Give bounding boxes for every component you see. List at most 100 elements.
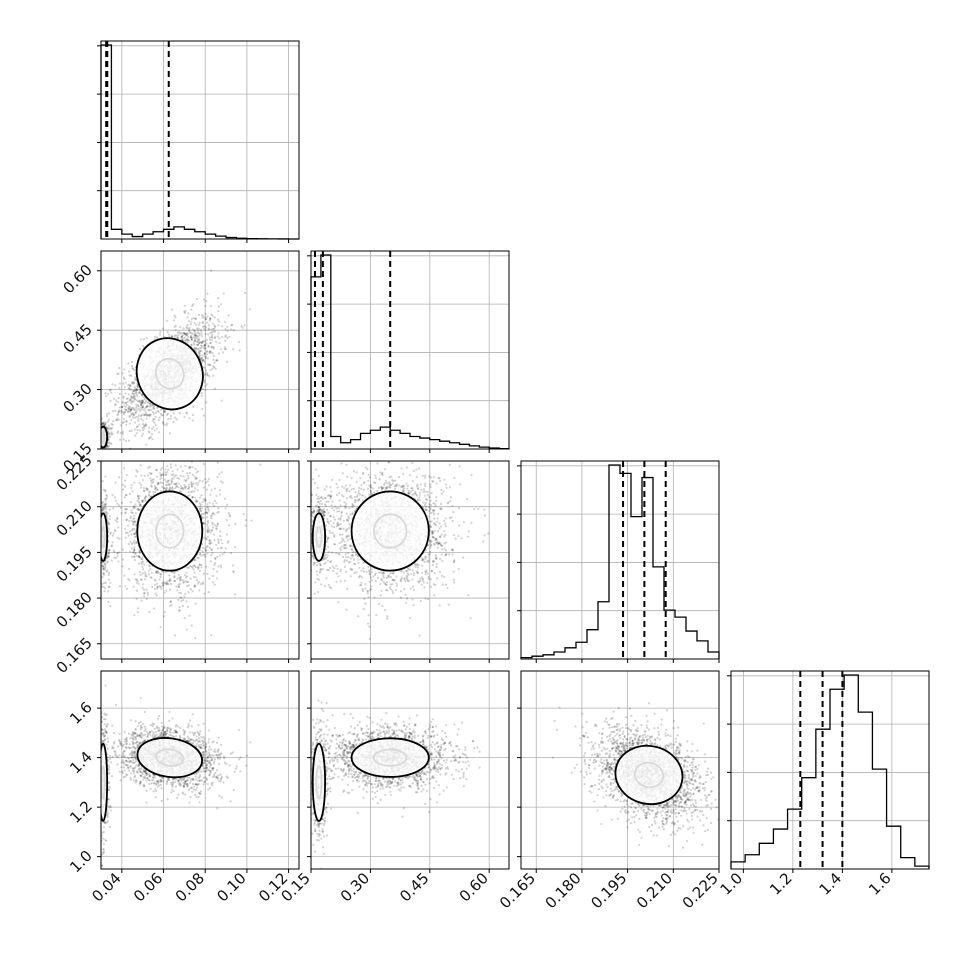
scatter-point <box>196 579 198 581</box>
scatter-point <box>124 528 126 530</box>
scatter-point <box>208 328 210 330</box>
scatter-point <box>180 485 182 487</box>
scatter-point <box>98 421 100 423</box>
scatter-point <box>128 535 130 537</box>
scatter-point <box>129 423 131 425</box>
scatter-point <box>214 444 216 446</box>
scatter-point <box>168 574 170 576</box>
scatter-point <box>156 428 158 430</box>
scatter-point <box>168 483 170 485</box>
scatter-point <box>118 476 120 478</box>
scatter-point <box>136 500 138 502</box>
scatter-point <box>169 605 171 607</box>
scatter-point <box>130 509 132 511</box>
scatter-point <box>412 456 414 458</box>
scatter-point <box>205 369 207 371</box>
scatter-point <box>233 571 235 573</box>
scatter-point <box>215 341 217 343</box>
scatter-point <box>154 491 156 493</box>
scatter-point <box>143 427 145 429</box>
scatter-point <box>141 566 143 568</box>
scatter-point <box>212 502 214 504</box>
scatter-point <box>110 427 112 429</box>
scatter-point <box>98 452 100 454</box>
scatter-point <box>156 583 158 585</box>
scatter-point <box>140 338 142 340</box>
scatter-point <box>137 495 139 497</box>
scatter-point <box>176 578 178 580</box>
scatter-point <box>100 457 102 459</box>
scatter-point <box>166 465 168 467</box>
scatter-point <box>205 326 207 328</box>
scatter-point <box>205 556 207 558</box>
scatter-point <box>129 430 131 432</box>
scatter-point <box>245 519 247 521</box>
scatter-point <box>90 421 92 423</box>
scatter-point <box>98 531 100 533</box>
scatter-point <box>102 480 104 482</box>
scatter-point <box>137 425 139 427</box>
scatter-point <box>125 532 127 534</box>
scatter-point <box>98 436 100 438</box>
scatter-point <box>205 357 207 359</box>
scatter-point <box>155 592 157 594</box>
panel-frame <box>101 461 299 659</box>
scatter-point <box>201 392 203 394</box>
scatter-point <box>116 521 118 523</box>
scatter-point <box>122 488 124 490</box>
scatter-point <box>115 419 117 421</box>
scatter-point <box>140 579 142 581</box>
scatter-point <box>107 451 109 453</box>
scatter-point <box>99 450 101 452</box>
scatter-point <box>191 466 193 468</box>
scatter-point <box>135 475 137 477</box>
scatter-point <box>97 432 99 434</box>
scatter-point <box>123 574 125 576</box>
scatter-point <box>165 457 167 459</box>
scatter-point <box>228 524 230 526</box>
scatter-point <box>176 589 178 591</box>
scatter-point <box>138 392 140 394</box>
scatter-point <box>190 588 192 590</box>
scatter-point <box>199 321 201 323</box>
scatter-point <box>173 319 175 321</box>
scatter-point <box>191 490 193 492</box>
scatter-point <box>173 452 175 454</box>
scatter-point <box>120 507 122 509</box>
scatter-point <box>182 475 184 477</box>
scatter-point <box>317 591 319 593</box>
scatter-point <box>439 451 441 453</box>
scatter-point <box>98 524 100 526</box>
scatter-point <box>445 487 447 489</box>
scatter-point <box>213 564 215 566</box>
scatter-point <box>144 424 146 426</box>
scatter-point <box>166 320 168 322</box>
scatter-point <box>134 386 136 388</box>
scatter-points <box>78 439 261 640</box>
scatter-point <box>160 573 162 575</box>
scatter-point <box>190 323 192 325</box>
scatter-point <box>98 432 100 434</box>
scatter-point <box>118 419 120 421</box>
scatter-point <box>205 499 207 501</box>
scatter-point <box>205 537 207 539</box>
scatter-point <box>94 429 96 431</box>
scatter-point <box>177 486 179 488</box>
scatter-point <box>188 320 190 322</box>
scatter-point <box>219 535 221 537</box>
scatter-point <box>174 580 176 582</box>
scatter-point <box>125 421 127 423</box>
scatter-point <box>152 420 154 422</box>
scatter-point <box>178 586 180 588</box>
scatter-point <box>179 326 181 328</box>
scatter-point <box>211 522 213 524</box>
scatter-point <box>107 393 109 395</box>
scatter-point <box>206 383 208 385</box>
scatter-point <box>122 431 124 433</box>
scatter-point <box>230 552 232 554</box>
scatter-point <box>98 434 100 436</box>
scatter-point <box>214 336 216 338</box>
scatter-point <box>129 530 131 532</box>
scatter-point <box>130 419 132 421</box>
scatter-point <box>210 305 212 307</box>
